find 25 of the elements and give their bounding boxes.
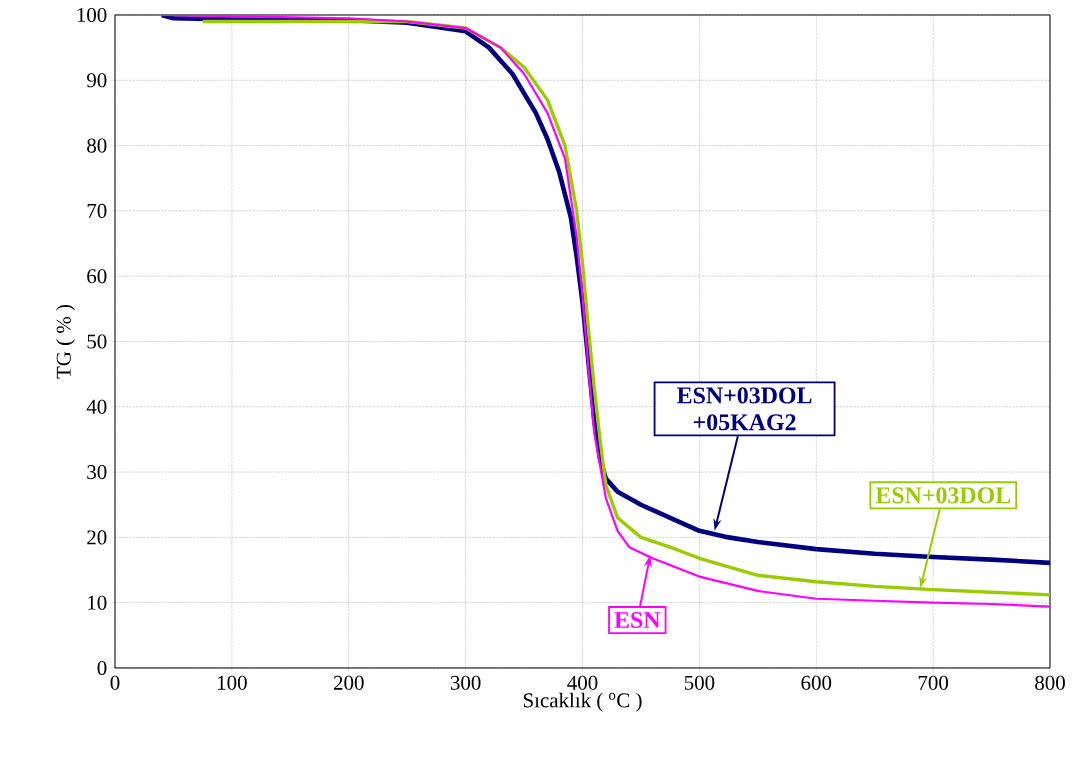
y-tick-label: 80 [87, 138, 107, 153]
x-tick-label: 700 [918, 675, 949, 690]
x-tick-label: 0 [110, 675, 120, 690]
y-tick-label: 50 [87, 334, 107, 349]
x-axis-title: Sıcaklık ( $^{o}$C ) [523, 692, 642, 712]
annotation: ESN+03DOL [875, 487, 1011, 504]
y-tick-label: 30 [87, 465, 107, 480]
x-tick-label: 100 [218, 675, 247, 690]
x-tick-label: 400 [567, 675, 598, 690]
y-tick-label: 90 [86, 73, 107, 88]
y-tick-label: 70 [87, 203, 107, 218]
x-tick-label: 800 [1035, 675, 1065, 690]
y-axis-title: TG ( % ) [56, 304, 76, 379]
x-tick-label: 200 [333, 675, 364, 690]
x-tick-label: 300 [450, 675, 481, 690]
annotation: ESN [614, 611, 661, 629]
y-tick-label: 100 [77, 7, 107, 23]
y-tick-label: 10 [88, 595, 107, 610]
x-tick-label: 500 [684, 675, 715, 690]
y-tick-label: 40 [86, 399, 107, 414]
x-tick-label: 600 [801, 675, 832, 690]
y-tick-label: 0 [97, 660, 107, 676]
y-tick-label: 20 [87, 530, 107, 545]
annotation: ESN+03DOL +05KAG2 [677, 387, 812, 431]
y-tick-label: 60 [87, 269, 107, 284]
